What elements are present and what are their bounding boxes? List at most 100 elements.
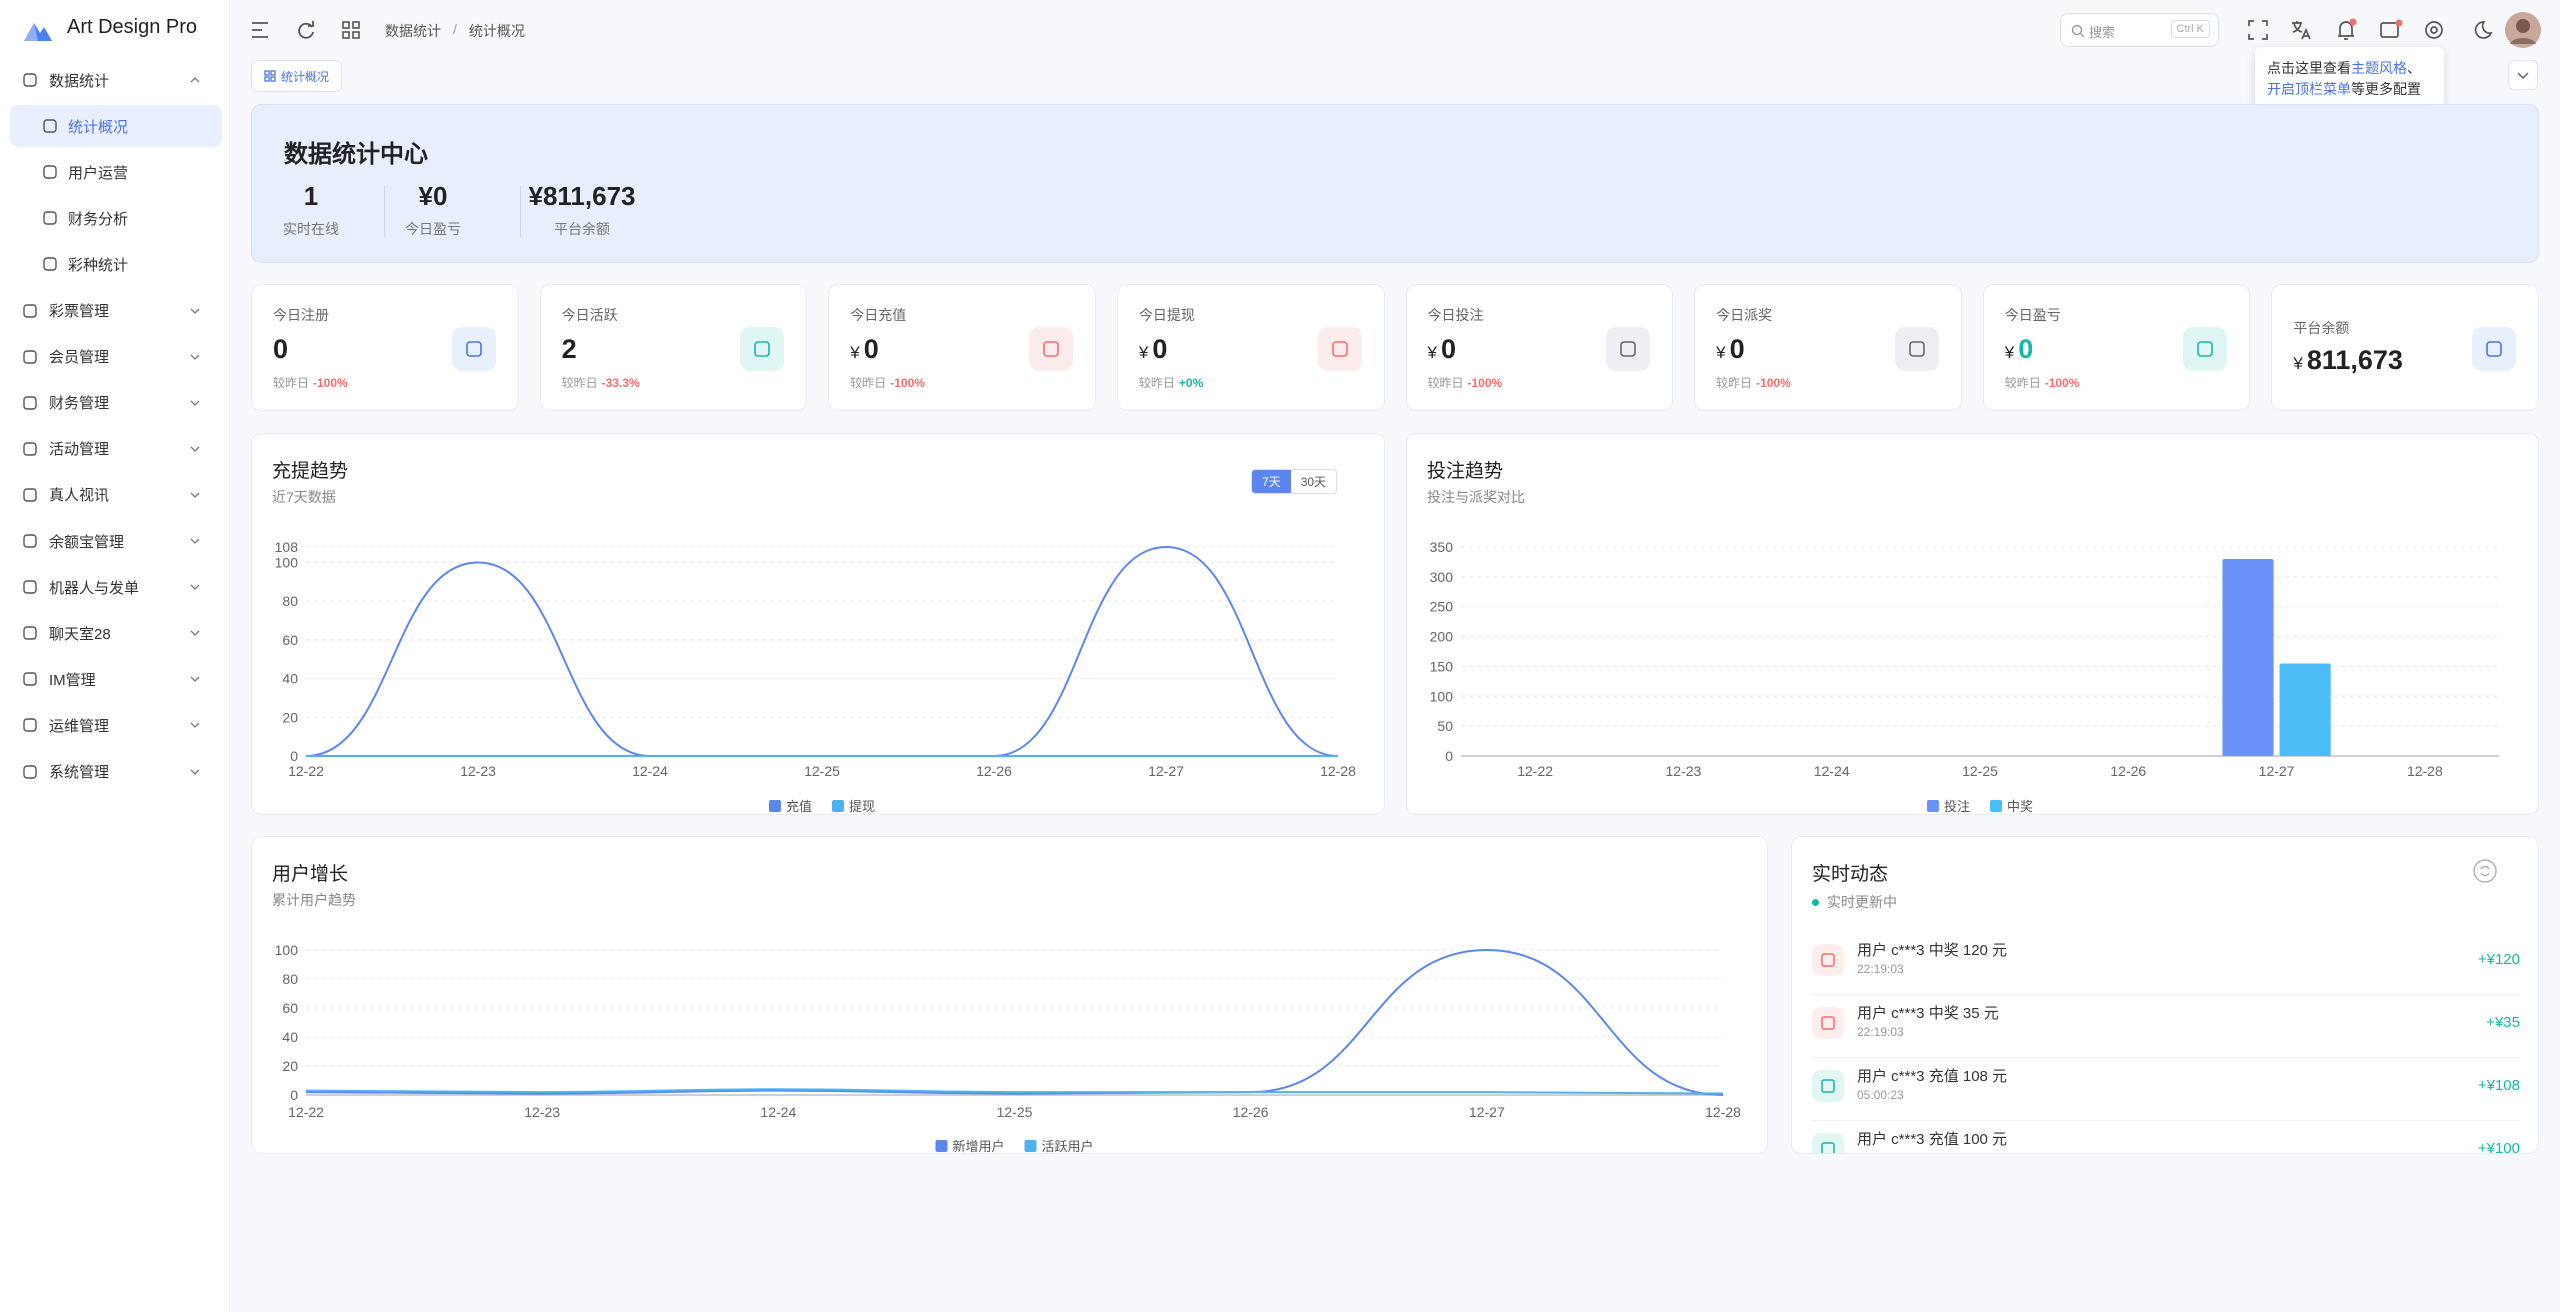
x-tick-label: 12-27	[2259, 763, 2295, 779]
tab-label: 统计概况	[281, 69, 330, 84]
line-series	[305, 1088, 1724, 1095]
submenu-label: 用户运营	[68, 164, 129, 182]
x-tick-label: 12-27	[1148, 763, 1184, 779]
logo-icon	[24, 23, 52, 41]
stat-value: ¥811,673	[2293, 345, 2403, 376]
y-tick-label: 150	[1430, 658, 1454, 674]
icon	[1821, 953, 1835, 967]
activity-item: 用户 c***3 充值 100 元 02:43:29 +¥100	[1812, 1120, 2520, 1153]
notification-button[interactable]	[2338, 21, 2354, 40]
submenu-item[interactable]: 统计概况	[10, 105, 222, 148]
hero-title: 数据统计中心	[284, 141, 428, 168]
menu-item[interactable]: 运维管理	[0, 704, 229, 746]
menu-arrow	[190, 492, 200, 498]
legend-label[interactable]: 新增用户	[952, 1139, 1004, 1153]
legend-label[interactable]: 活跃用户	[1042, 1139, 1094, 1153]
search-box[interactable]: 搜索 Ctrl K	[2060, 13, 2219, 47]
compare-change: -33.3%	[601, 376, 640, 390]
settings-button[interactable]	[2430, 26, 2438, 34]
icon-shape	[23, 534, 37, 548]
menu-arrow	[190, 630, 200, 637]
grid-button[interactable]	[341, 20, 361, 40]
icon-shape	[23, 672, 37, 686]
theme-button[interactable]	[2474, 21, 2493, 39]
legend-swatch	[768, 800, 781, 812]
stat-icon	[740, 327, 785, 371]
tooltip-link[interactable]: 主题风格	[2351, 60, 2407, 76]
menu-item[interactable]: 彩票管理	[0, 290, 229, 332]
menu-item[interactable]: 系统管理	[0, 751, 229, 793]
status-label: 实时更新中	[1827, 894, 1897, 910]
tab[interactable]: 统计概况	[251, 60, 343, 92]
x-tick-label: 12-26	[1233, 1104, 1269, 1120]
icon-shape	[23, 626, 37, 640]
legend-label[interactable]: 投注	[1944, 799, 1970, 814]
icon-shape	[23, 488, 37, 502]
activity-time: 22:19:03	[1857, 1025, 1904, 1039]
legend-label[interactable]: 提现	[849, 799, 875, 814]
menu-item[interactable]: 活动管理	[0, 428, 229, 470]
icon-shape	[23, 349, 37, 364]
tooltip-link[interactable]: 开启顶栏菜单	[2267, 81, 2351, 97]
stat-card: 今日派奖 ¥0 较昨日 -100%	[1694, 284, 1962, 411]
chart-title: 投注趋势	[1427, 461, 1504, 482]
submenu-item[interactable]: 财务分析	[0, 197, 229, 239]
stat-card: 今日投注 ¥0 较昨日 -100%	[1405, 284, 1674, 411]
menu-item[interactable]: 聊天室28	[0, 612, 229, 654]
chevron	[190, 630, 200, 637]
activity-item: 用户 c***3 中奖 35 元 22:19:03 +¥35	[1812, 994, 2520, 1058]
stat-icon	[2183, 327, 2228, 371]
menu-item[interactable]: IM管理	[0, 658, 229, 700]
range-option[interactable]: 7天	[1252, 470, 1291, 493]
stat-label: 今日投注	[1427, 307, 1484, 323]
hero-stat-label: 实时在线	[283, 221, 339, 237]
compare-label: 较昨日	[850, 376, 887, 390]
tooltip-text: 等更多配置	[2351, 81, 2421, 97]
compare-label: 较昨日	[561, 376, 598, 390]
breadcrumb-item[interactable]: 数据统计	[385, 23, 441, 39]
stat-number: 2	[561, 334, 577, 364]
stat-number: 0	[1440, 334, 1456, 364]
refresh-button[interactable]	[295, 19, 317, 41]
bar	[2279, 663, 2331, 756]
menu-item[interactable]: 会员管理	[0, 336, 229, 378]
stat-icon	[1317, 327, 1362, 371]
x-tick-label: 12-22	[288, 763, 324, 779]
language-button[interactable]	[2292, 21, 2311, 40]
submenu-item[interactable]: 用户运营	[0, 151, 229, 193]
stat-label: 今日派奖	[1716, 307, 1773, 323]
bar	[2222, 558, 2274, 756]
submenu-item[interactable]: 彩种统计	[0, 243, 229, 285]
chart-title: 充提趋势	[272, 461, 349, 482]
legend-label[interactable]: 中奖	[2007, 799, 2033, 814]
fullscreen-button[interactable]	[2248, 20, 2268, 40]
menu-item[interactable]: 数据统计	[0, 59, 229, 101]
legend-label[interactable]: 充值	[786, 799, 812, 814]
tab-dropdown[interactable]	[2508, 60, 2538, 90]
avatar[interactable]	[2504, 11, 2542, 49]
chat-button[interactable]	[2380, 22, 2399, 38]
menu-item[interactable]: 财务管理	[0, 382, 229, 424]
y-tick-label: 20	[282, 1058, 298, 1074]
menu-item[interactable]: 余额宝管理	[0, 520, 229, 562]
menu-label: 余额宝管理	[49, 533, 125, 551]
submenu-label: 财务分析	[68, 210, 129, 228]
icon-shape	[1821, 953, 1835, 967]
range-option[interactable]: 30天	[1300, 475, 1327, 489]
chevron	[190, 446, 200, 452]
menu-item[interactable]: 机器人与发单	[0, 566, 229, 608]
menu-icon	[43, 257, 57, 272]
compare-label: 较昨日	[1427, 376, 1464, 390]
menu-toggle[interactable]	[250, 20, 272, 40]
icon-shape	[2486, 341, 2502, 357]
activity-refresh[interactable]	[2472, 858, 2498, 884]
icon-shape	[1043, 341, 1059, 357]
icon-shape	[23, 718, 37, 733]
menu-item[interactable]: 真人视讯	[0, 474, 229, 516]
y-tick-label: 0	[290, 1087, 298, 1103]
legend-swatch	[832, 800, 844, 812]
chevron	[190, 538, 200, 544]
menu-icon	[43, 165, 57, 179]
menu-arrow	[190, 722, 200, 729]
chart-subtitle: 近7天数据	[272, 489, 336, 505]
